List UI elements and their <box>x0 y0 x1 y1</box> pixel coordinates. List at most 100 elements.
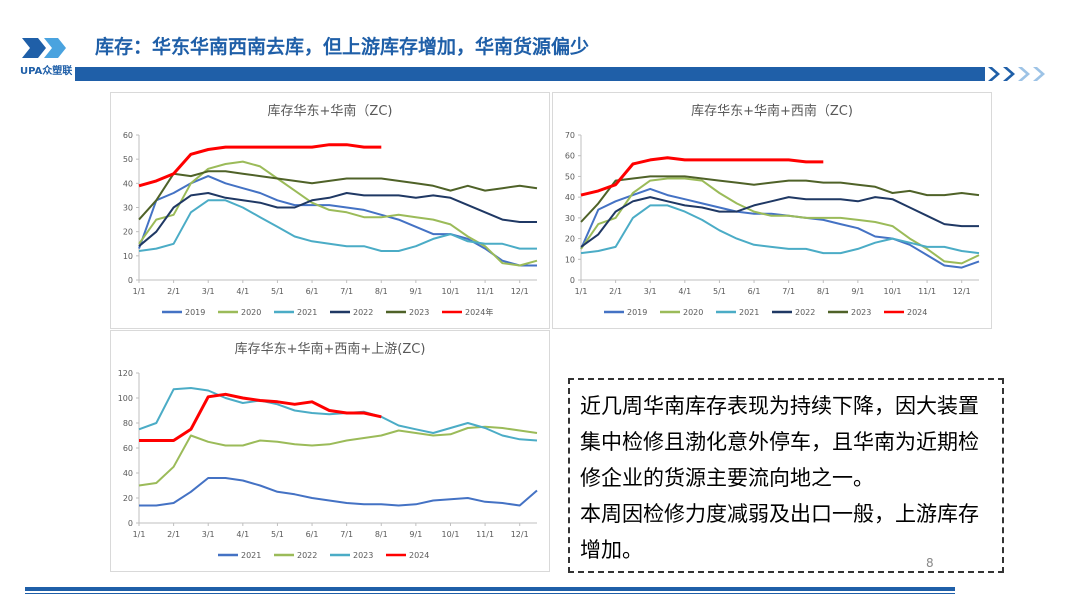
y-tick-label: 0 <box>128 519 133 528</box>
logo-mark <box>44 38 66 58</box>
x-tick-label: 1/1 <box>133 530 146 539</box>
y-tick-label: 10 <box>565 255 575 264</box>
chart-title: 库存华东+华南（ZC) <box>268 103 393 119</box>
y-tick-label: 30 <box>565 214 575 223</box>
chart: 库存华东+华南+西南+上游(ZC) 0 20 40 60 80 100 120 1/1 2/1 3/… <box>118 341 538 560</box>
slide-title: 库存：华东华南西南去库，但上游库存增加，华南货源偏少 <box>95 35 589 58</box>
legend-label: 2024年 <box>465 307 493 317</box>
chart-box: 库存华东+华南+西南（ZC) 0 10 20 30 40 50 60 70 1/1 2/1 3/1 4/… <box>552 92 992 329</box>
y-tick-label: 0 <box>570 276 575 285</box>
y-tick-label: 120 <box>118 369 133 378</box>
legend-label: 2022 <box>353 308 373 317</box>
y-tick-label: 50 <box>123 155 133 164</box>
chart-title: 库存华东+华南+西南+上游(ZC) <box>235 341 426 357</box>
legend-label: 2019 <box>627 308 647 317</box>
y-tick-label: 80 <box>123 419 133 428</box>
series-line <box>580 187 980 269</box>
legend-label: 2020 <box>241 308 261 317</box>
y-tick-label: 10 <box>123 252 133 261</box>
series-line <box>138 199 537 252</box>
legend-label: 2020 <box>683 308 703 317</box>
logo-text: UPA众塑联 <box>20 64 72 77</box>
legend-label: 2024 <box>907 308 927 317</box>
x-tick-label: 10/1 <box>441 287 459 296</box>
x-tick-label: 3/1 <box>202 530 215 539</box>
chart-box: 库存华东+华南（ZC) 0 10 20 30 40 50 60 1/1 2/1 3/1 4/1 5/1 6… <box>110 92 550 329</box>
x-tick-label: 7/1 <box>340 530 353 539</box>
y-tick-label: 30 <box>123 204 133 213</box>
legend-label: 2021 <box>297 308 317 317</box>
x-tick-label: 2/1 <box>167 530 180 539</box>
legend-label: 2019 <box>185 308 205 317</box>
x-tick-label: 3/1 <box>202 287 215 296</box>
x-tick-label: 12/1 <box>953 287 971 296</box>
x-tick-label: 6/1 <box>306 530 319 539</box>
y-tick-label: 40 <box>565 193 575 202</box>
series-line <box>580 204 980 255</box>
page-number: 8 <box>926 556 934 570</box>
x-tick-label: 2/1 <box>609 287 622 296</box>
x-tick-label: 12/1 <box>511 530 529 539</box>
series-line <box>580 156 824 197</box>
series-line <box>138 387 538 442</box>
note-box: 近几周华南库存表现为持续下降，因大装置集中检修且渤化意外停车，且华南为近期检修企… <box>568 378 1004 573</box>
y-tick-label: 60 <box>123 131 133 140</box>
chart: 库存华东+华南（ZC) 0 10 20 30 40 50 60 1/1 2/1 3/1 4/1 5/1 6… <box>123 103 538 317</box>
legend-label: 2023 <box>851 308 871 317</box>
legend-label: 2023 <box>353 551 373 560</box>
x-tick-label: 11/1 <box>918 287 936 296</box>
arrows <box>988 67 1015 81</box>
header: UPA众塑联 库存：华东华南西南去库，但上游库存增加，华南货源偏少 <box>20 35 1045 81</box>
legend-label: 2022 <box>795 308 815 317</box>
y-tick-label: 60 <box>123 444 133 453</box>
y-tick-label: 20 <box>123 228 133 237</box>
series-line <box>138 425 538 487</box>
y-tick-label: 40 <box>123 469 133 478</box>
x-tick-label: 4/1 <box>678 287 691 296</box>
x-tick-label: 5/1 <box>271 287 284 296</box>
x-tick-label: 7/1 <box>340 287 353 296</box>
x-tick-label: 6/1 <box>748 287 761 296</box>
header-bar <box>75 67 985 81</box>
x-tick-label: 6/1 <box>306 287 319 296</box>
series-line <box>138 175 537 267</box>
x-tick-label: 9/1 <box>851 287 864 296</box>
x-tick-label: 8/1 <box>817 287 830 296</box>
footer-line <box>25 593 955 594</box>
series-line <box>139 477 538 507</box>
chart-title: 库存华东+华南+西南（ZC) <box>691 103 853 119</box>
x-tick-label: 4/1 <box>236 530 249 539</box>
legend-label: 2022 <box>297 551 317 560</box>
x-tick-label: 9/1 <box>409 530 422 539</box>
x-tick-label: 11/1 <box>476 287 494 296</box>
x-tick-label: 2/1 <box>167 287 180 296</box>
x-tick-label: 8/1 <box>375 287 388 296</box>
y-tick-label: 40 <box>123 179 133 188</box>
y-tick-label: 60 <box>565 152 575 161</box>
legend-label: 2024 <box>409 551 429 560</box>
series-line <box>139 392 382 442</box>
legend-label: 2023 <box>409 308 429 317</box>
x-tick-label: 10/1 <box>883 287 901 296</box>
series-line <box>580 196 979 248</box>
logo-mark <box>22 38 46 58</box>
x-tick-label: 8/1 <box>375 530 388 539</box>
x-tick-label: 3/1 <box>644 287 657 296</box>
x-tick-label: 5/1 <box>271 530 284 539</box>
x-tick-label: 12/1 <box>511 287 529 296</box>
chart-box: 库存华东+华南+西南+上游(ZC) 0 20 40 60 80 100 120 1/1 2/1 3/… <box>110 330 550 572</box>
y-tick-label: 50 <box>565 172 575 181</box>
x-tick-label: 9/1 <box>409 287 422 296</box>
x-tick-label: 1/1 <box>575 287 588 296</box>
footer <box>25 587 955 594</box>
note-text: 本周因检修力度减弱及出口一般，上游库存增加。 <box>580 502 979 562</box>
series-line <box>138 170 538 221</box>
x-tick-label: 5/1 <box>713 287 726 296</box>
arrows <box>1018 67 1045 81</box>
y-tick-label: 20 <box>565 235 575 244</box>
legend-label: 2021 <box>739 308 759 317</box>
y-tick-label: 100 <box>118 394 133 403</box>
series-line <box>138 192 537 247</box>
series-line <box>580 175 980 223</box>
